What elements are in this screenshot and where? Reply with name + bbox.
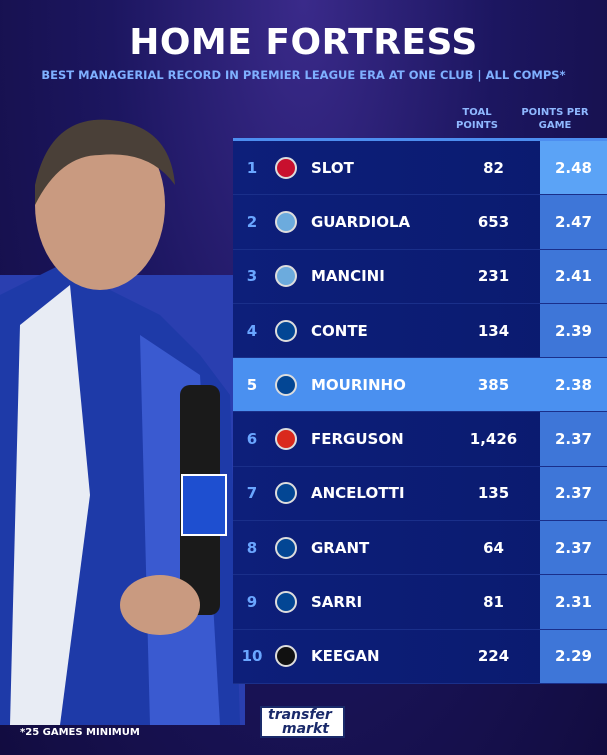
- rank: 1: [246, 158, 258, 177]
- total-points: 653: [477, 212, 510, 231]
- footnote: *25 GAMES MINIMUM: [20, 727, 140, 738]
- points-per-game: 2.29: [540, 629, 607, 683]
- rank: 6: [246, 430, 258, 449]
- rank: 2: [246, 212, 258, 231]
- total-points: 82: [483, 158, 504, 177]
- header-points-per-game: POINTS PER GAME: [521, 107, 589, 131]
- ranking-table: 1 SLOT 82 2.48 2 GUARDIOLA 653 2.47 3 MANC…: [233, 138, 607, 684]
- table-row: 8 GRANT 64 2.37: [233, 521, 607, 576]
- manchester-united-crest-icon: [271, 424, 301, 454]
- chelsea-crest-icon: [271, 316, 301, 346]
- page-title: HOME FORTRESS: [129, 22, 478, 63]
- manager-name: GUARDIOLA: [311, 212, 411, 231]
- manager-name: FERGUSON: [311, 430, 404, 449]
- points-per-game: 2.38: [540, 358, 607, 412]
- table-row: 5 MOURINHO 385 2.38: [233, 358, 607, 413]
- manager-name: KEEGAN: [311, 647, 380, 666]
- total-points: 1,426: [469, 430, 518, 449]
- table-row: 6 FERGUSON 1,426 2.37: [233, 412, 607, 467]
- chelsea-crest-icon: [271, 370, 301, 400]
- rank: 3: [246, 267, 258, 286]
- manager-photo: [0, 119, 245, 725]
- chelsea-crest-icon: [271, 478, 301, 508]
- total-points: 385: [477, 375, 510, 394]
- manager-name: ANCELOTTI: [311, 484, 405, 503]
- table-row: 1 SLOT 82 2.48: [233, 141, 607, 196]
- points-per-game: 2.47: [540, 195, 607, 249]
- table-row: 3 MANCINI 231 2.41: [233, 249, 607, 304]
- rank: 8: [246, 538, 258, 557]
- logo-text-2: markt: [282, 721, 329, 737]
- points-per-game: 2.41: [540, 249, 607, 303]
- rank: 5: [246, 375, 258, 394]
- points-per-game: 2.39: [540, 303, 607, 358]
- header-total-points: TOAL POINTS: [456, 107, 498, 131]
- total-points: 134: [477, 321, 510, 340]
- total-points: 231: [477, 267, 510, 286]
- total-points: 135: [477, 484, 510, 503]
- transfermarkt-logo: transfer markt: [260, 706, 345, 738]
- table-row: 10 KEEGAN 224 2.29: [233, 629, 607, 684]
- rank: 7: [246, 484, 258, 503]
- manager-name: MOURINHO: [311, 375, 406, 394]
- table-row: 7 ANCELOTTI 135 2.37: [233, 466, 607, 522]
- total-points: 224: [477, 647, 510, 666]
- manchester-city-crest-icon: [271, 261, 301, 291]
- newcastle-crest-icon: [271, 641, 301, 671]
- total-points: 81: [483, 593, 504, 612]
- points-per-game: 2.37: [540, 521, 607, 575]
- manager-name: SARRI: [311, 593, 363, 612]
- rank: 10: [241, 647, 263, 666]
- manager-name: SLOT: [311, 158, 354, 177]
- manager-name: MANCINI: [311, 267, 385, 286]
- points-per-game: 2.37: [540, 412, 607, 466]
- total-points: 64: [483, 538, 504, 557]
- rank: 9: [246, 593, 258, 612]
- chelsea-crest-icon: [271, 533, 301, 563]
- manager-name: GRANT: [311, 538, 370, 557]
- table-row: 2 GUARDIOLA 653 2.47: [233, 195, 607, 250]
- rank: 4: [246, 321, 258, 340]
- points-per-game: 2.48: [540, 141, 607, 195]
- chelsea-crest-icon: [271, 587, 301, 617]
- manchester-city-crest-icon: [271, 207, 301, 237]
- points-per-game: 2.31: [540, 575, 607, 629]
- manager-name: CONTE: [311, 321, 368, 340]
- logo-text-1: transfer: [268, 707, 332, 723]
- points-per-game: 2.37: [540, 466, 607, 521]
- table-row: 9 SARRI 81 2.31: [233, 575, 607, 630]
- table-row: 4 CONTE 134 2.39: [233, 303, 607, 359]
- liverpool-crest-icon: [271, 153, 301, 183]
- subtitle: BEST MANAGERIAL RECORD IN PREMIER LEAGUE…: [41, 68, 566, 82]
